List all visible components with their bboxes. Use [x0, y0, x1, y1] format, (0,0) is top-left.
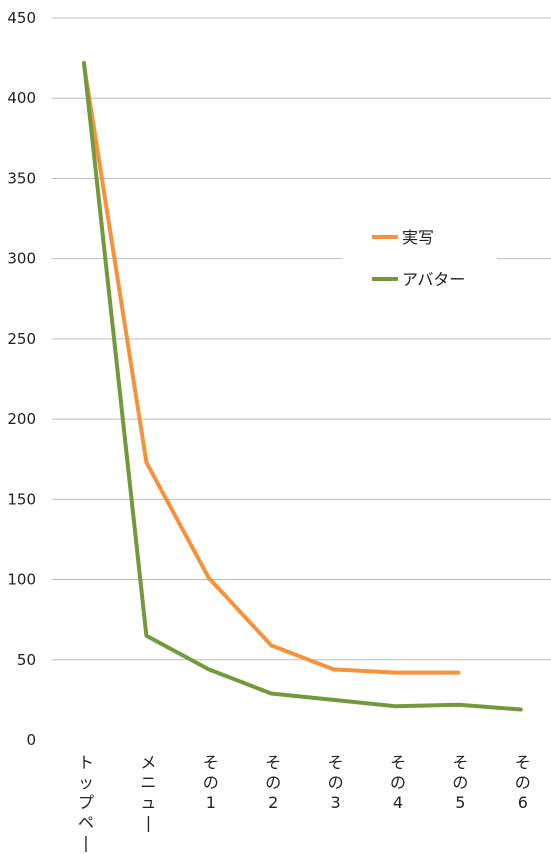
series-line — [82, 62, 461, 675]
y-tick-label-100: 100 — [7, 571, 36, 589]
y-tick-label-250: 250 — [7, 330, 36, 348]
x-category-label: その 3 — [328, 753, 344, 812]
y-tick-label-350: 350 — [7, 169, 36, 187]
legend-box — [342, 222, 497, 300]
legend-label: 実写 — [402, 228, 434, 247]
grid-lines — [52, 17, 551, 661]
x-category-label: その 2 — [265, 753, 281, 812]
x-category-label: トップペ|ジ — [78, 753, 94, 854]
series-line — [82, 60, 523, 712]
legend-label: アバター — [402, 270, 465, 289]
x-category-label: その 6 — [515, 753, 531, 812]
y-axis-tick-labels: 0 50 100 150 200 250 300 350 400 450 — [7, 9, 36, 749]
x-category-label: その 4 — [390, 753, 406, 812]
y-tick-label-50: 50 — [17, 651, 36, 669]
y-tick-label-400: 400 — [7, 89, 36, 107]
x-axis-category-labels: トップペ|ジ メニュ| その1 その2 その3 その4 その5 その6 — [78, 753, 531, 854]
y-tick-label-0: 0 — [26, 731, 36, 749]
x-category-label: その 5 — [452, 753, 468, 812]
x-category-label: メニュ| — [140, 753, 156, 832]
x-category-label: その 1 — [203, 753, 219, 812]
y-tick-label-200: 200 — [7, 410, 36, 428]
y-tick-label-300: 300 — [7, 250, 36, 268]
y-tick-label-450: 450 — [7, 9, 36, 27]
y-tick-label-150: 150 — [7, 490, 36, 508]
series-lines — [82, 60, 523, 712]
